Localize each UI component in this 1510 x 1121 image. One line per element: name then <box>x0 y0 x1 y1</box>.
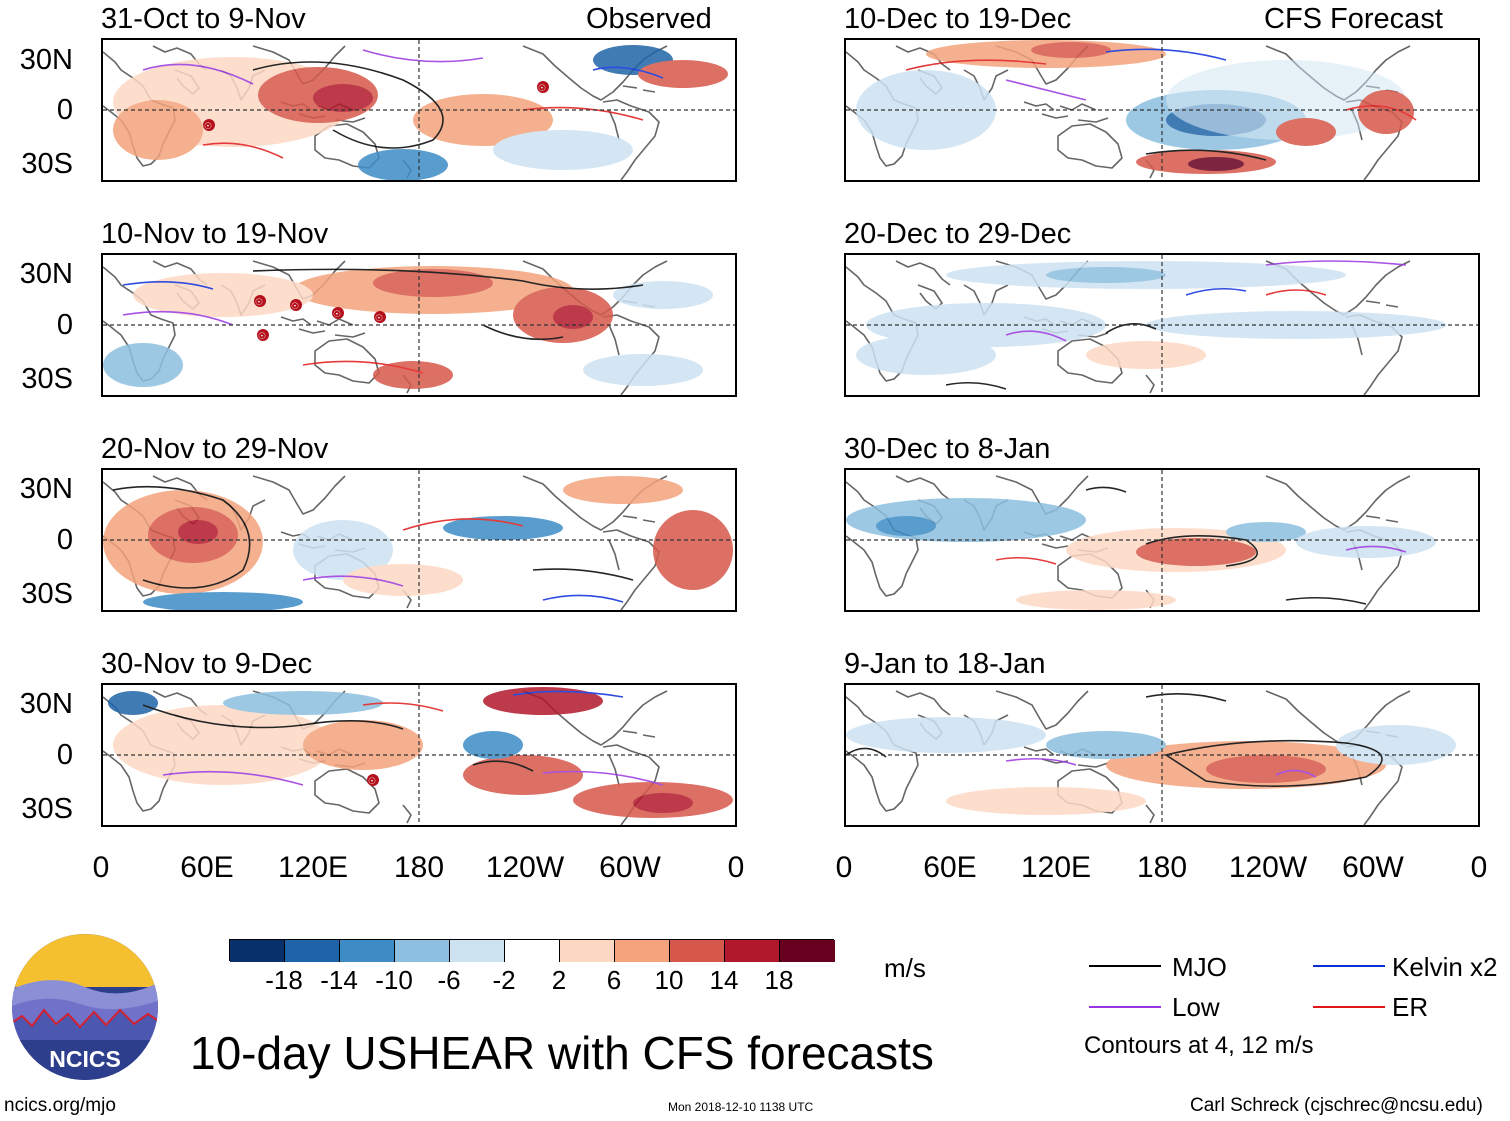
colorbar-swatch <box>505 940 560 962</box>
contour-note: Contours at 4, 12 m/s <box>1084 1032 1314 1059</box>
svg-text:☉: ☉ <box>204 121 212 131</box>
lat-label-30n: 30N <box>19 473 73 505</box>
observed-label: Observed <box>586 3 712 35</box>
panel-title-1: 31-Oct to 9-Nov <box>101 3 306 35</box>
ncics-logo: NCICS <box>10 932 160 1082</box>
lat-label-eq: 0 <box>56 94 73 126</box>
lon-label-0: 0 <box>92 851 110 884</box>
svg-text:☉: ☉ <box>258 331 266 341</box>
panel-title-2: 10-Nov to 19-Nov <box>101 218 329 250</box>
map-panel-fcst-4 <box>844 683 1480 827</box>
lat-label-30n: 30N <box>19 44 73 76</box>
tropical-storm-icon: ☉ <box>374 311 386 323</box>
lon-label-60w: 60W <box>1342 851 1404 884</box>
colorbar-label: 18 <box>764 965 794 995</box>
lon-label-60w: 60W <box>599 851 661 884</box>
lat-label-eq: 0 <box>56 524 73 556</box>
legend-line-kelvin <box>1313 965 1385 967</box>
lon-label-120e: 120E <box>277 851 349 884</box>
colorbar-swatch <box>450 940 505 962</box>
colorbar <box>229 939 835 962</box>
svg-text:☉: ☉ <box>291 301 299 311</box>
lat-label-30s: 30S <box>21 578 73 610</box>
colorbar-swatch <box>285 940 340 962</box>
lon-label-60e: 60E <box>923 851 977 884</box>
lon-label-60e: 60E <box>180 851 234 884</box>
lat-label-30s: 30S <box>21 363 73 395</box>
lon-label-120w: 120W <box>485 851 565 884</box>
colorbar-swatch <box>780 940 835 962</box>
svg-text:☉: ☉ <box>375 313 383 323</box>
colorbar-label: -10 <box>375 965 413 995</box>
legend-label-er: ER <box>1392 992 1429 1022</box>
colorbar-label: 6 <box>606 965 622 995</box>
lon-label-120e: 120E <box>1020 851 1092 884</box>
map-panel-obs-2: ☉ ☉ ☉ ☉ ☉ <box>101 253 737 397</box>
tropical-storm-icon: ☉ <box>290 299 302 311</box>
panel-title-3: 20-Nov to 29-Nov <box>101 433 329 465</box>
svg-text:☉: ☉ <box>255 297 263 307</box>
map-panel-obs-3 <box>101 468 737 612</box>
panel-title-8: 9-Jan to 18-Jan <box>844 648 1046 680</box>
svg-text:☉: ☉ <box>538 83 546 93</box>
legend-line-low <box>1089 1006 1161 1008</box>
map-panel-fcst-1 <box>844 38 1480 182</box>
colorbar-label: 2 <box>551 965 567 995</box>
tropical-storm-icon: ☉ <box>332 307 344 319</box>
lat-label-eq: 0 <box>56 309 73 341</box>
panel-title-6: 20-Dec to 29-Dec <box>844 218 1072 250</box>
colorbar-swatch <box>230 940 285 962</box>
lat-label-30n: 30N <box>19 688 73 720</box>
panel-title-5: 10-Dec to 19-Dec <box>844 3 1072 35</box>
colorbar-label: 14 <box>709 965 739 995</box>
figure-title: 10-day USHEAR with CFS forecasts <box>190 1027 934 1079</box>
tropical-storm-icon: ☉ <box>537 81 549 93</box>
colorbar-units: m/s <box>884 953 926 983</box>
map-panel-fcst-3 <box>844 468 1480 612</box>
map-panel-fcst-2 <box>844 253 1480 397</box>
legend-line-mjo <box>1089 965 1161 967</box>
lat-label-30s: 30S <box>21 148 73 180</box>
colorbar-swatch <box>340 940 395 962</box>
colorbar-label: -18 <box>265 965 303 995</box>
cfs-forecast-label: CFS Forecast <box>1264 3 1443 35</box>
svg-text:NCICS: NCICS <box>49 1046 121 1072</box>
lon-label-120w: 120W <box>1228 851 1308 884</box>
tropical-storm-icon: ☉ <box>203 119 215 131</box>
author-credit: Carl Schreck (cjschrec@ncsu.edu) <box>1190 1095 1483 1116</box>
lon-label-180: 180 <box>1136 851 1188 884</box>
website-link[interactable]: ncics.org/mjo <box>4 1095 116 1116</box>
map-panel-obs-1: ☉ ☉ <box>101 38 737 182</box>
lon-label-0: 0 <box>835 851 853 884</box>
colorbar-label: -2 <box>492 965 516 995</box>
lon-label-0-end: 0 <box>727 851 745 884</box>
legend-label-mjo: MJO <box>1172 952 1227 982</box>
timestamp: Mon 2018-12-10 1138 UTC <box>668 1100 814 1114</box>
tropical-storm-icon: ☉ <box>367 774 379 786</box>
lat-label-30n: 30N <box>19 258 73 290</box>
colorbar-swatch <box>395 940 450 962</box>
colorbar-swatch <box>670 940 725 962</box>
map-panel-obs-4: ☉ <box>101 683 737 827</box>
lat-label-30s: 30S <box>21 793 73 825</box>
colorbar-label: -14 <box>320 965 358 995</box>
tropical-storm-icon: ☉ <box>254 295 266 307</box>
colorbar-swatch <box>560 940 615 962</box>
lon-label-180: 180 <box>393 851 445 884</box>
legend-label-kelvin: Kelvin x2 <box>1392 952 1498 982</box>
legend-line-er <box>1313 1006 1385 1008</box>
svg-text:☉: ☉ <box>368 776 376 786</box>
panel-title-7: 30-Dec to 8-Jan <box>844 433 1051 465</box>
colorbar-label: -6 <box>437 965 461 995</box>
legend-label-low: Low <box>1172 992 1220 1022</box>
colorbar-swatch <box>615 940 670 962</box>
panel-title-4: 30-Nov to 9-Dec <box>101 648 313 680</box>
tropical-storm-icon: ☉ <box>257 329 269 341</box>
svg-text:☉: ☉ <box>333 309 341 319</box>
lon-label-0-end: 0 <box>1470 851 1488 884</box>
colorbar-swatch <box>725 940 780 962</box>
colorbar-label: 10 <box>654 965 684 995</box>
lat-label-eq: 0 <box>56 739 73 771</box>
